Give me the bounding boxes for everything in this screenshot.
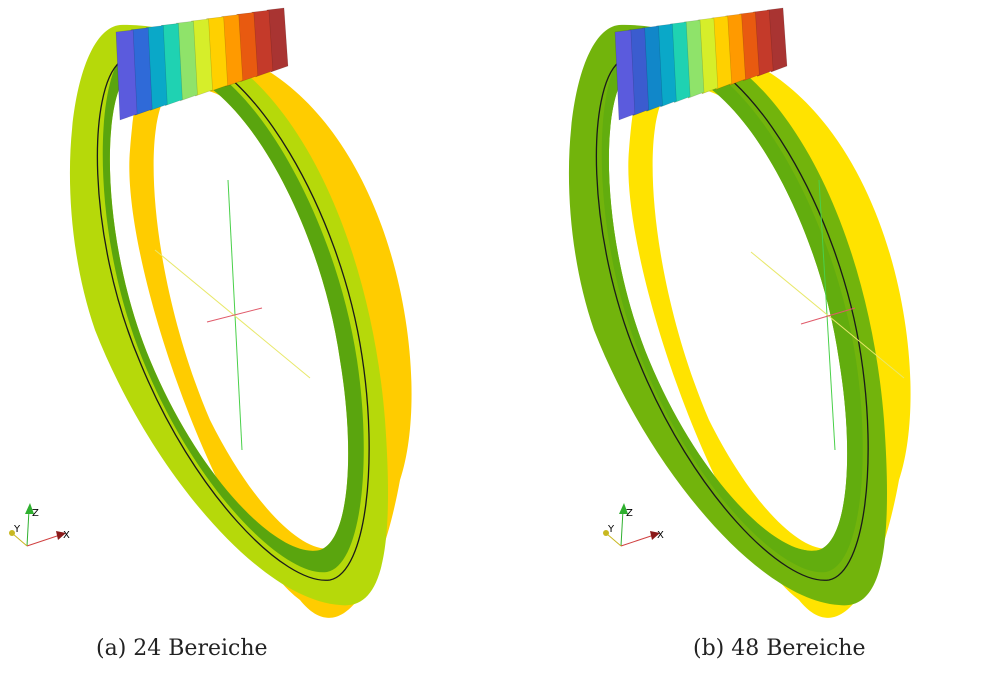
triad-z-axis — [621, 510, 623, 546]
triad-y-axis — [607, 534, 621, 546]
figure-caption-b: (b) 48 Bereiche — [693, 636, 866, 661]
ring-render-b: Z Y X — [499, 0, 998, 673]
triad-y-label: Y — [13, 524, 21, 535]
triad-z-label: Z — [626, 508, 633, 519]
triad-x-axis — [27, 535, 60, 546]
block-segment — [116, 30, 137, 120]
front-ring — [569, 25, 887, 605]
triad-y-axis — [13, 534, 27, 546]
axis-triad: Z Y X — [603, 503, 664, 546]
figure-caption-a: (a) 24 Bereiche — [96, 636, 268, 661]
triad-x-label: X — [63, 530, 70, 541]
axis-triad: Z Y X — [9, 503, 70, 546]
triad-x-label: X — [657, 530, 664, 541]
front-ring — [70, 25, 388, 605]
triad-z-axis — [27, 510, 29, 546]
triad-z-label: Z — [32, 508, 39, 519]
center-crosshair — [155, 180, 310, 450]
figure-panel-b: Z Y X (b) 48 Bereiche — [499, 0, 998, 673]
ring-render-a: Z Y X — [0, 0, 499, 673]
figure-panel-a: Z Y X (a) 24 Bereiche — [0, 0, 499, 673]
triad-x-axis — [621, 535, 654, 546]
triad-y-label: Y — [607, 524, 615, 535]
